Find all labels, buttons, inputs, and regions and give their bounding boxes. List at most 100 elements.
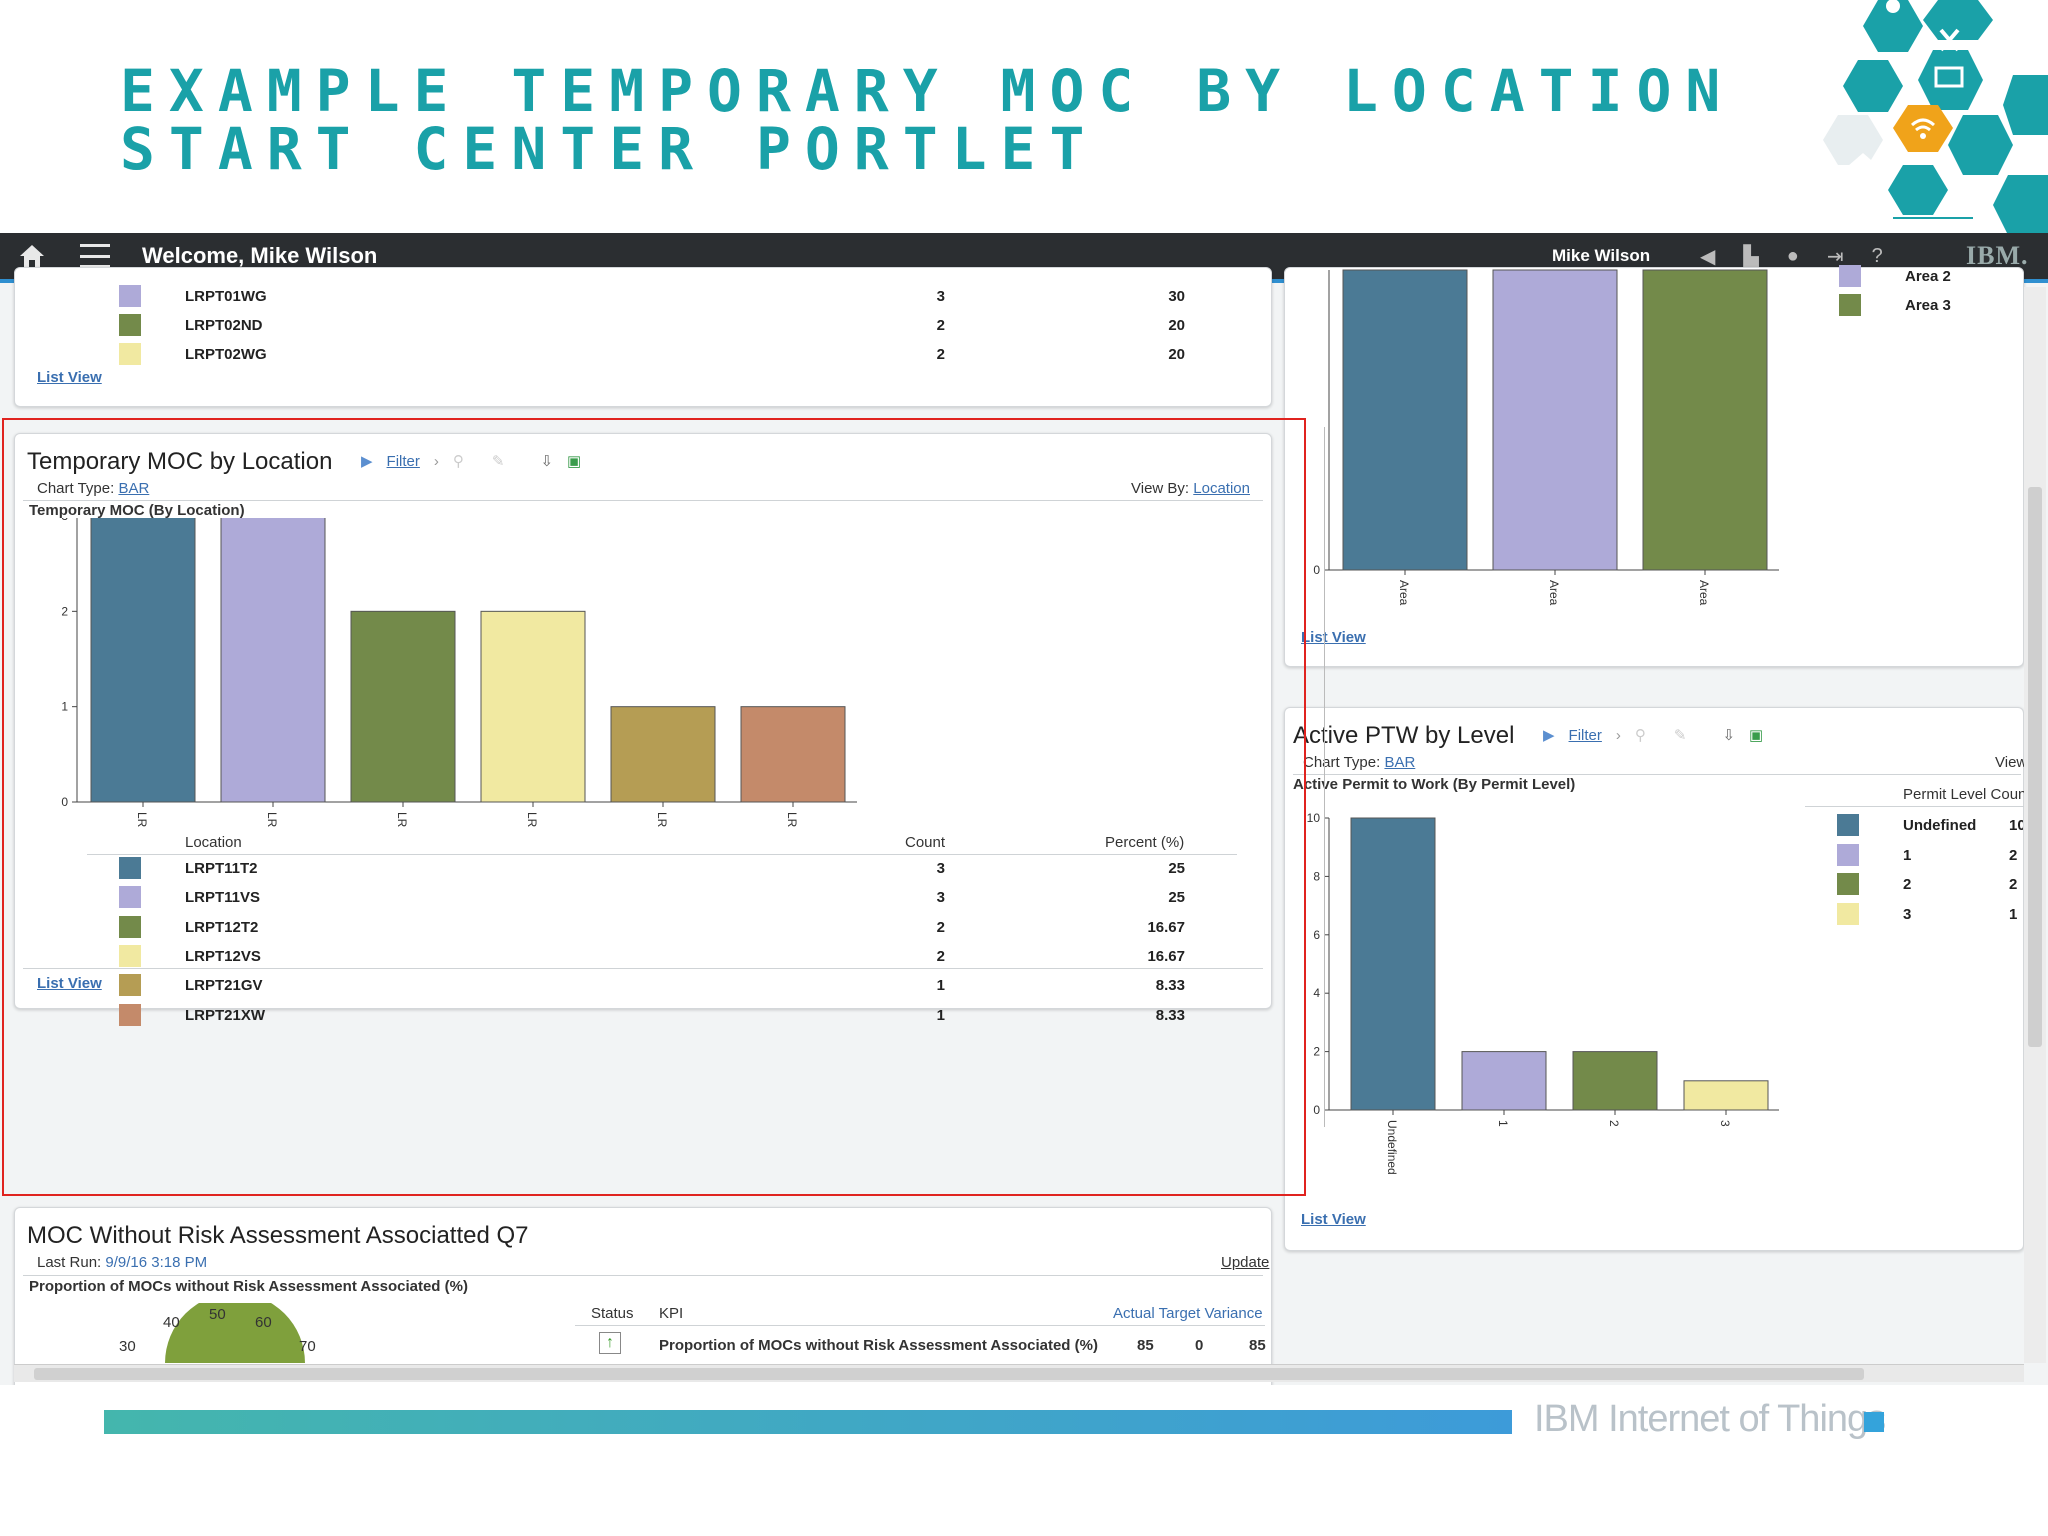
top-left-list-view-link[interactable]: List View xyxy=(37,369,102,386)
top-left-row-percent: 20 xyxy=(1168,317,1185,334)
app-window: Welcome, Mike Wilson Mike Wilson ◀ ▙ ● ⇥… xyxy=(0,233,2048,1385)
risk-portlet-title: MOC Without Risk Assessment Associatted … xyxy=(27,1222,529,1249)
bar xyxy=(1350,817,1436,1111)
highlight-box xyxy=(2,418,1306,1196)
bar xyxy=(1683,1080,1769,1111)
moc-row-percent: 25 xyxy=(1168,889,1185,907)
top-left-row-percent: 30 xyxy=(1168,288,1185,305)
ptw-download-icon[interactable]: ⇩ xyxy=(1722,727,1736,744)
risk-gauge xyxy=(165,1303,305,1363)
footer-square-icon xyxy=(1864,1412,1884,1432)
ptw-edit-icon[interactable]: ✎ xyxy=(1673,727,1687,744)
bar xyxy=(90,518,196,803)
home-icon[interactable] xyxy=(18,242,46,270)
moc-separator xyxy=(23,500,1263,501)
ptw-export-icon[interactable]: ▣ xyxy=(1749,727,1764,744)
y-tick-label: 6 xyxy=(1313,928,1320,942)
chevron-right-icon[interactable]: › xyxy=(433,452,439,470)
top-left-row-swatch xyxy=(119,285,141,307)
horizontal-scrollbar[interactable] xyxy=(14,1364,2024,1382)
ptw-magnifier-icon[interactable]: ⚲ xyxy=(1634,727,1646,744)
ptw-list-view-link[interactable]: List View xyxy=(1301,1211,1366,1228)
help-icon[interactable]: ? xyxy=(1871,244,1883,267)
area-legend-name: Area 2 xyxy=(1905,268,1951,285)
area-list-view-link[interactable]: List View xyxy=(1301,629,1366,646)
ptw-legend-value: 1 xyxy=(2009,905,2018,923)
horizontal-scroll-thumb[interactable] xyxy=(34,1368,1864,1380)
moc-chart-heading: Temporary MOC (By Location) xyxy=(29,502,245,519)
moc-bottom-separator xyxy=(23,968,1263,969)
bar xyxy=(220,518,326,803)
risk-last-run: Last Run: 9/9/16 3:18 PM xyxy=(37,1254,207,1271)
ptw-legend-name: 1 xyxy=(1903,846,1912,864)
risk-assessment-portlet: MOC Without Risk Assessment Associatted … xyxy=(14,1207,1272,1385)
moc-row-swatch xyxy=(119,1003,141,1026)
risk-kpi-name[interactable]: Proportion of MOCs without Risk Assessme… xyxy=(659,1337,1098,1354)
top-left-row-name: LRPT01WG xyxy=(185,288,267,305)
moc-row-name: LRPT12VS xyxy=(185,947,261,965)
profile-icon[interactable]: ● xyxy=(1786,244,1799,267)
moc-bar-chart: 0 1 2 3 LRPT11T2 LRPT11VS LRPT12T2 LRPT12VS LRPT… xyxy=(61,518,857,828)
moc-col-count: Count xyxy=(905,834,946,851)
ptw-chart-type-link[interactable]: BAR xyxy=(1384,754,1416,771)
ptw-chevron-right-icon[interactable]: › xyxy=(1615,726,1621,744)
gauge-label: 50 xyxy=(209,1306,226,1323)
moc-view-by-label: View By: xyxy=(1131,480,1190,497)
moc-chart-type: Chart Type: BAR xyxy=(37,480,149,497)
bar xyxy=(480,610,586,803)
moc-filter-link[interactable]: Filter xyxy=(386,452,420,470)
bar xyxy=(1492,269,1618,571)
x-tick-label: Area 1 xyxy=(1397,580,1411,608)
ptw-filter-link[interactable]: Filter xyxy=(1568,726,1602,744)
gauge-label: 60 xyxy=(255,1314,272,1331)
ptw-chart-heading: Active Permit to Work (By Permit Level) xyxy=(1293,776,1576,793)
moc-toolbar: ▶ Filter › ⚲ ✎ ⇩ ▣ xyxy=(361,452,582,471)
download-icon[interactable]: ⇩ xyxy=(540,453,554,470)
export-icon[interactable]: ▣ xyxy=(567,453,582,470)
area-legend-swatch xyxy=(1839,265,1861,287)
status-up-arrow-icon[interactable]: ↑ xyxy=(599,1332,621,1354)
edit-icon[interactable]: ✎ xyxy=(491,453,505,470)
active-ptw-portlet: Active PTW by Level ▶ Filter › ⚲ ✎ ⇩ ▣ C… xyxy=(1284,707,2027,1251)
y-tick-label: 0 xyxy=(1313,1103,1320,1117)
y-tick-label: 1 xyxy=(61,700,68,714)
risk-last-run-value: 9/9/16 3:18 PM xyxy=(105,1254,208,1271)
moc-row-name: LRPT21GV xyxy=(185,977,263,995)
top-left-row-name: LRPT02WG xyxy=(185,346,267,363)
ptw-toolbar: ▶ Filter › ⚲ ✎ ⇩ ▣ xyxy=(1543,726,1764,745)
top-left-row-name: LRPT02ND xyxy=(185,317,263,334)
moc-view-by-link[interactable]: Location xyxy=(1193,480,1250,497)
x-tick-label: 2 xyxy=(1607,1120,1621,1127)
ptw-chart-type-label: Chart Type: xyxy=(1303,754,1381,771)
x-tick-label: LRPT21XW xyxy=(785,812,799,828)
moc-portlet-title: Temporary MOC by Location xyxy=(27,448,333,475)
moc-row-swatch xyxy=(119,915,141,938)
logout-icon[interactable]: ⇥ xyxy=(1826,245,1844,268)
ptw-legend-separator xyxy=(1805,806,2025,807)
moc-view-by: View By: Location xyxy=(1131,480,1250,497)
vertical-scroll-thumb[interactable] xyxy=(2028,487,2042,1047)
bar-chart-icon[interactable]: ▙ xyxy=(1743,245,1759,268)
slide-title-line1: EXAMPLE TEMPORARY MOC BY LOCATION xyxy=(120,57,1735,125)
moc-row-count: 2 xyxy=(936,918,945,936)
moc-list-view-link[interactable]: List View xyxy=(37,975,102,992)
moc-row-name: LRPT11T2 xyxy=(185,860,258,877)
vertical-scrollbar[interactable] xyxy=(2024,287,2046,1363)
filter-arrow-icon: ▶ xyxy=(361,453,373,470)
ptw-legend-name: Undefined xyxy=(1903,817,1977,834)
y-tick-label: 0 xyxy=(1313,563,1320,577)
area-legend-name: Area 3 xyxy=(1905,297,1951,314)
panel-divider[interactable] xyxy=(1324,427,1325,1127)
magnifier-icon[interactable]: ⚲ xyxy=(452,453,464,470)
megaphone-icon[interactable]: ◀ xyxy=(1700,245,1716,268)
moc-chart-type-link[interactable]: BAR xyxy=(118,480,150,497)
moc-row-name: LRPT12T2 xyxy=(185,918,259,936)
hamburger-menu-icon[interactable] xyxy=(80,244,110,268)
moc-col-percent: Percent (%) xyxy=(1105,834,1185,851)
x-tick-label: Undefined xyxy=(1385,1120,1399,1175)
ptw-bar-chart: 0 2 4 6 8 10 Undefined 1 2 3 xyxy=(1307,811,1779,1175)
risk-update-link[interactable]: Update xyxy=(1221,1254,1270,1271)
user-name[interactable]: Mike Wilson xyxy=(1552,246,1651,265)
moc-table-separator xyxy=(87,854,1237,855)
